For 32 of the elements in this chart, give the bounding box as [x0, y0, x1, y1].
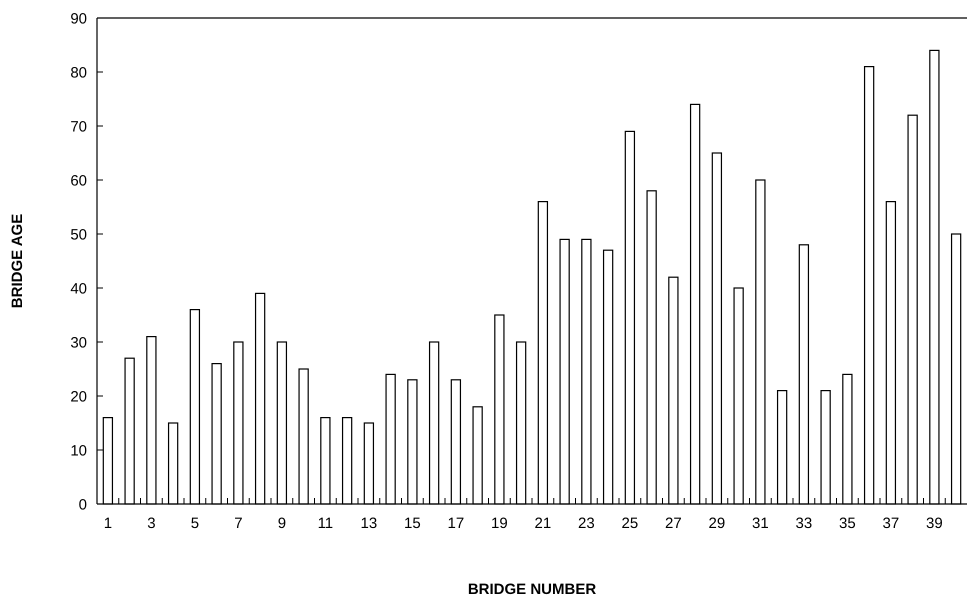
x-tick-label: 21 [534, 515, 552, 532]
x-tick-label: 17 [448, 515, 464, 532]
y-tick-label: 30 [70, 334, 87, 352]
x-tick-label: 13 [360, 515, 378, 532]
x-tick-label: 9 [278, 515, 286, 532]
y-tick-label: 70 [70, 118, 87, 136]
x-tick-label: 1 [104, 515, 112, 532]
x-tick-label: 11 [318, 515, 334, 532]
y-tick-label: 20 [70, 388, 87, 406]
y-tick-label: 40 [70, 280, 87, 298]
y-tick-label: 60 [70, 172, 87, 190]
y-tick-label: 0 [78, 496, 87, 514]
y-tick-label: 50 [70, 226, 87, 244]
x-axis-title: BRIDGE NUMBER [468, 581, 596, 598]
x-tick-label: 25 [622, 515, 638, 532]
y-axis-title: BRIDGE AGE [9, 214, 26, 308]
x-tick-label: 39 [926, 515, 943, 532]
y-tick-label: 80 [70, 64, 87, 82]
x-tick-label: 5 [190, 515, 200, 532]
x-tick-label: 37 [882, 515, 900, 532]
x-tick-label: 31 [752, 515, 769, 532]
x-tick-label: 29 [708, 515, 726, 532]
y-tick-label: 90 [70, 10, 87, 28]
y-tick-label: 10 [70, 442, 87, 460]
x-tick-label: 35 [839, 515, 856, 532]
x-tick-label: 27 [665, 515, 682, 532]
x-tick-label: 33 [796, 515, 812, 532]
x-tick-label: 23 [578, 515, 595, 532]
x-tick-label: 3 [147, 515, 156, 532]
x-tick-label: 15 [404, 515, 421, 532]
x-tick-label: 19 [491, 515, 508, 532]
x-tick-label: 7 [234, 515, 243, 532]
